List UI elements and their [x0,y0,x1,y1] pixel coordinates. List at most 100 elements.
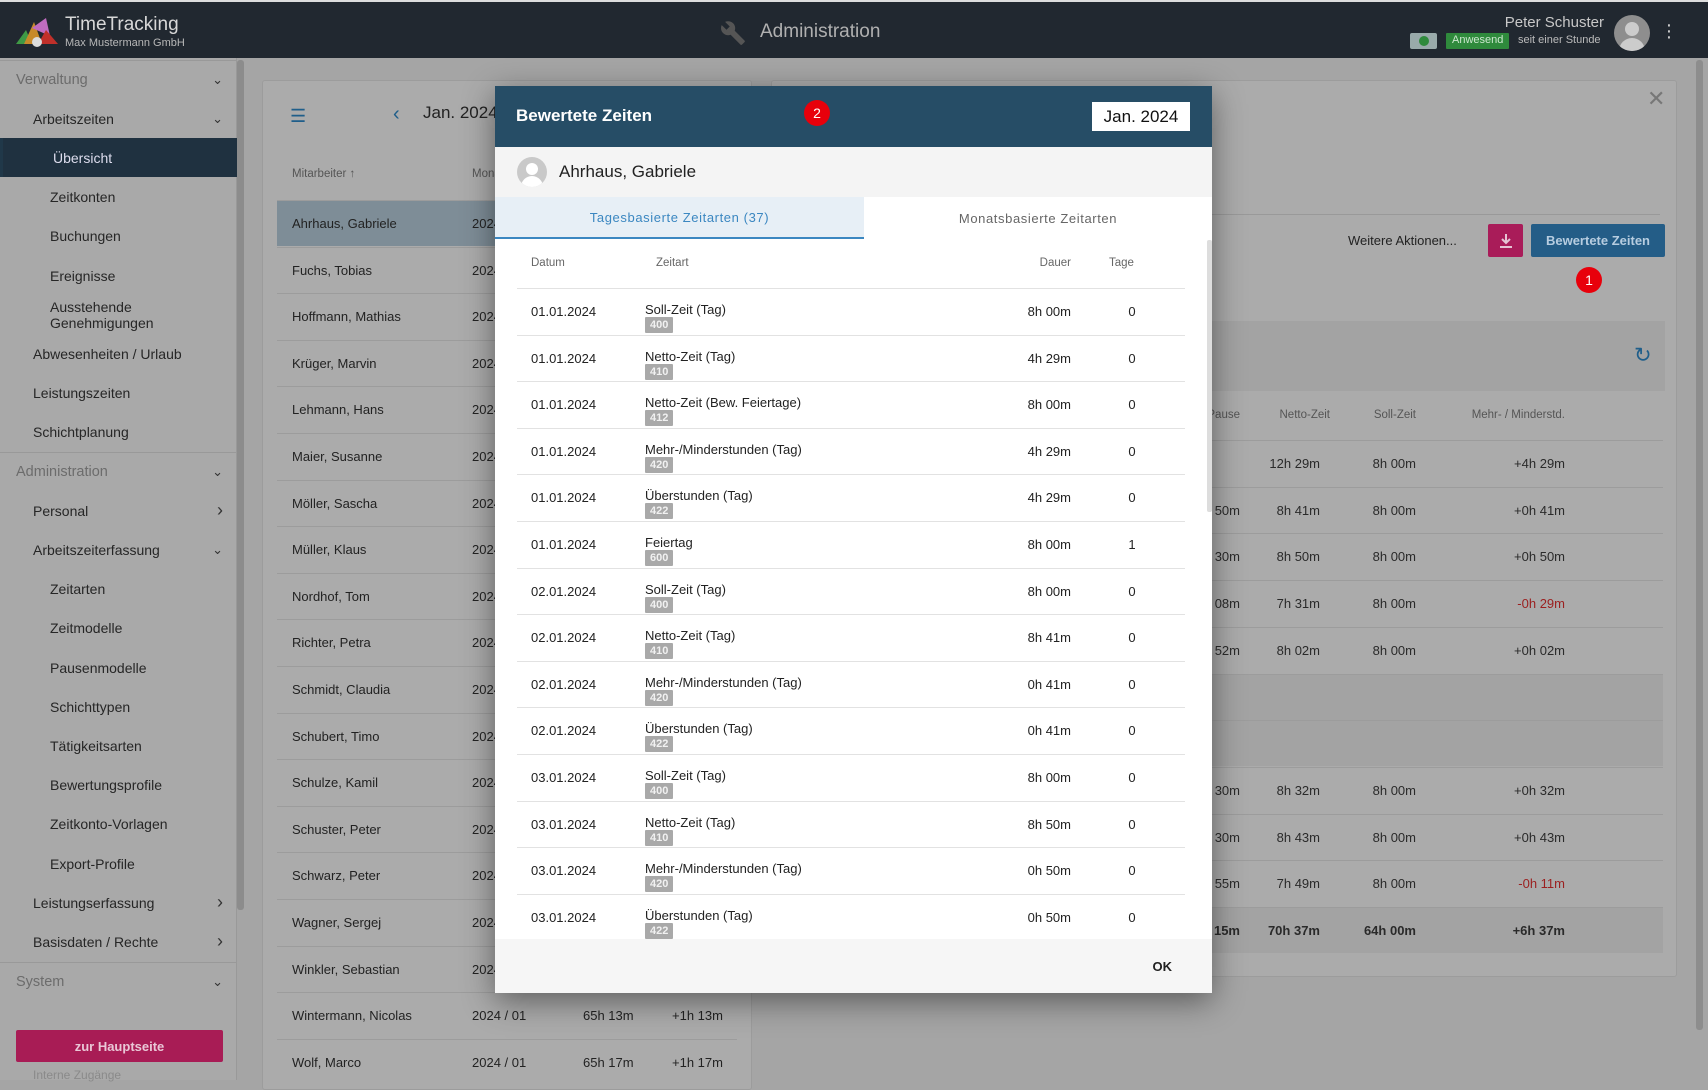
soll-cell: 8h 00m [1372,642,1416,658]
sidebar-item[interactable]: Administration ⌄ [0,452,237,491]
date-cell: 03.01.2024 [531,909,597,925]
sidebar-item[interactable]: Ereignisse [0,256,237,295]
column-header-diff: Mehr- / Minderstd. [1471,409,1565,421]
employee-row[interactable]: Wintermann, Nicolas 2024 / 01 65h 13m +1h 1… [277,992,737,1038]
time-type-label: Überstunden (Tag) [645,907,753,923]
check-icon[interactable] [1410,33,1437,49]
date-cell: 03.01.2024 [531,770,597,785]
time-type-row: 03.01.2024 420 Mehr-/Minderstunden (Tag) 0h… [517,847,1185,894]
sidebar-item[interactable]: Zeitarten [0,570,237,609]
pause-cell: 30m [1214,549,1240,565]
close-icon[interactable]: ✕ [1647,86,1666,111]
sidebar-item[interactable]: System ⌄ [0,961,237,1001]
diff-cell: -0h 29m [1517,596,1565,612]
company-name: Max Mustermann GmbH [65,37,185,49]
time-type-label: Netto-Zeit (Tag) [645,814,736,830]
sidebar-item-label: Ereignisse [50,267,116,284]
ok-button[interactable]: OK [1152,959,1173,974]
type-cell: 420 Mehr-/Minderstunden (Tag) [645,675,802,706]
duration-cell: 8h 00m [1027,397,1071,413]
sidebar-item[interactable]: Übersicht [0,138,237,178]
home-button[interactable]: zur Hauptseite [16,1030,223,1062]
sidebar-item-label: Basisdaten / Rechte [33,933,159,950]
chevron-down-icon: ⌄ [212,973,223,989]
sidebar-item-label: Administration [16,464,108,480]
evaluated-times-button[interactable]: Bewertete Zeiten [1531,224,1665,257]
employee-name: Schwarz, Peter [292,868,381,884]
filter-icon[interactable]: ☰ [290,106,307,126]
time-type-row: 02.01.2024 422 Überstunden (Tag) 0h 41m 0 [517,707,1185,754]
pause-cell: 55m [1214,876,1240,892]
sidebar-item[interactable]: Arbeitszeiten ⌄ [0,99,237,138]
netto-cell: 70h 37m [1267,923,1320,938]
netto-cell: 12h 29m [1269,456,1320,471]
days-cell: 0 [1128,397,1136,413]
column-header-netto: Netto-Zeit [1279,409,1331,421]
table-row: 30m 8h 43m 8h 00m +0h 43m [790,813,1663,860]
sidebar-item[interactable]: Export-Profile [0,844,237,883]
column-header-employee[interactable]: Mitarbeiter ↑ [292,168,355,180]
more-vert-icon[interactable]: · · · [1665,14,1673,48]
sidebar-item[interactable]: Arbeitszeiterfassung ⌄ [0,530,237,569]
time-type-row: 03.01.2024 400 Soll-Zeit (Tag) 8h 00m 0 [517,754,1185,801]
date-cell: 02.01.2024 [531,630,597,646]
sidebar-item[interactable]: Abwesenheiten / Urlaub [0,334,237,373]
sidebar-scrollbar[interactable] [237,60,244,910]
internal-access-link[interactable]: Interne Zugänge [33,1068,122,1082]
sidebar-item[interactable]: Zeitkonto-Vorlagen [0,805,237,844]
netto-cell: 8h 02m [1276,642,1320,658]
sidebar-item[interactable]: Bewertungsprofile [0,766,237,805]
employee-month: 2024 / 01 [472,1054,527,1070]
diff-cell: +0h 50m [1514,549,1565,565]
time-type-row: 01.01.2024 600 Feiertag 8h 00m 1 [517,521,1185,568]
sidebar-item[interactable]: Schichttypen [0,687,237,726]
chevron-right-icon: › [217,931,223,952]
days-cell: 0 [1128,490,1136,506]
date-cell: 01.01.2024 [531,397,597,413]
pause-cell: 30m [1214,782,1240,798]
table-row: 50m 8h 41m 8h 00m +0h 41m [790,486,1663,533]
duration-cell: 8h 00m [1027,770,1071,785]
sidebar-item-label: Export-Profile [50,855,135,872]
time-type-code: 422 [645,736,674,753]
sidebar-item[interactable]: Basisdaten / Rechte › [0,922,237,961]
table-row: 30m 8h 32m 8h 00m +0h 32m [790,766,1663,813]
time-type-code: 412 [645,410,674,427]
sidebar-item-label: Verwaltung [16,72,88,88]
tab-daily-time-types[interactable]: Tagesbasierte Zeitarten (37) [495,197,864,239]
sidebar-item[interactable]: Pausenmodelle [0,648,237,687]
download-button[interactable] [1488,224,1523,257]
sidebar-item-label: Zeitarten [50,581,106,598]
duration-cell: 8h 50m [1027,816,1071,832]
sidebar-item[interactable]: Zeitmodelle [0,609,237,648]
pause-cell: 30m [1214,829,1240,845]
sidebar-item[interactable]: Leistungserfassung › [0,883,237,922]
time-type-code: 420 [645,689,674,706]
page-scrollbar[interactable] [1696,60,1703,1030]
sidebar-item[interactable]: Leistungszeiten [0,374,237,413]
time-type-label: Mehr-/Minderstunden (Tag) [645,861,802,877]
sidebar-item[interactable]: Personal › [0,491,237,530]
employee-avatar [517,157,547,187]
more-actions-button[interactable]: Weitere Aktionen... [1348,233,1457,248]
sidebar-item-label: Personal [33,502,89,519]
employee-row[interactable]: Wolf, Marco 2024 / 01 65h 17m +1h 17m [277,1038,737,1085]
refresh-icon[interactable]: ↻ [1634,344,1652,367]
time-type-row: 02.01.2024 400 Soll-Zeit (Tag) 8h 00m 0 [517,567,1185,615]
sidebar-item[interactable]: Tätigkeitsarten [0,726,237,765]
time-type-code: 400 [645,317,674,333]
dialog-footer: OK [495,939,1212,993]
tab-monthly-time-types[interactable]: Monatsbasierte Zeitarten [958,210,1118,226]
sidebar-item-label: Bewertungsprofile [50,777,163,794]
user-avatar[interactable] [1614,15,1650,51]
sidebar-item[interactable]: Schichtplanung [0,413,237,452]
time-type-code: 420 [645,876,674,893]
chevron-left-icon[interactable]: ‹ [393,103,400,125]
sidebar-item[interactable]: Ausstehende Genehmigungen [0,295,237,334]
sidebar-item[interactable]: Buchungen [0,217,237,256]
type-cell: 600 Feiertag [645,535,693,566]
sidebar-item[interactable]: Zeitkonten [0,178,237,217]
divider [790,214,1660,215]
dialog-scrollbar[interactable] [1207,240,1212,512]
sidebar-item[interactable]: Verwaltung ⌄ [0,60,237,99]
